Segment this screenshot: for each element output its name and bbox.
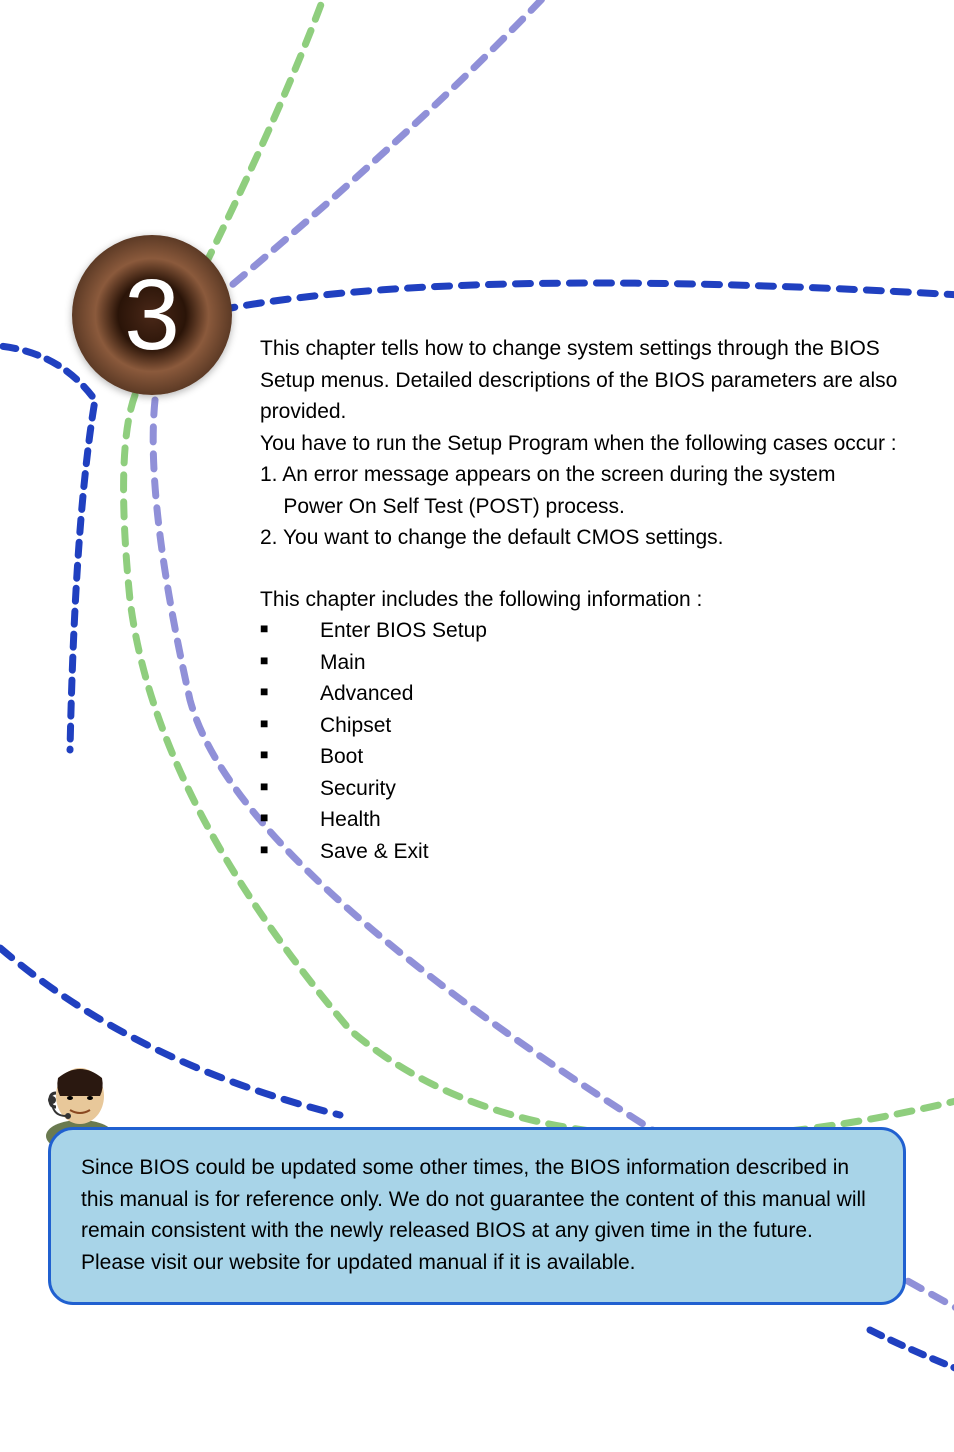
intro-paragraph-2: You have to run the Setup Program when t… [260, 428, 900, 460]
topics-list: Enter BIOS Setup Main Advanced Chipset B… [260, 615, 900, 867]
list-item: Chipset [260, 710, 900, 742]
case-2: 2. You want to change the default CMOS s… [260, 522, 900, 554]
intro-paragraph-1: This chapter tells how to change system … [260, 333, 900, 428]
list-item: Security [260, 773, 900, 805]
list-item: Enter BIOS Setup [260, 615, 900, 647]
case-1: 1. An error message appears on the scree… [260, 459, 900, 522]
list-item: Health [260, 804, 900, 836]
chapter-badge: 3 [72, 235, 232, 395]
includes-heading: This chapter includes the following info… [260, 584, 900, 616]
info-callout-box: Since BIOS could be updated some other t… [48, 1127, 906, 1305]
chapter-content: This chapter tells how to change system … [260, 333, 900, 867]
list-item: Main [260, 647, 900, 679]
info-callout-text: Since BIOS could be updated some other t… [81, 1156, 866, 1274]
list-item: Boot [260, 741, 900, 773]
list-item: Advanced [260, 678, 900, 710]
chapter-number: 3 [124, 258, 180, 373]
list-item: Save & Exit [260, 836, 900, 868]
